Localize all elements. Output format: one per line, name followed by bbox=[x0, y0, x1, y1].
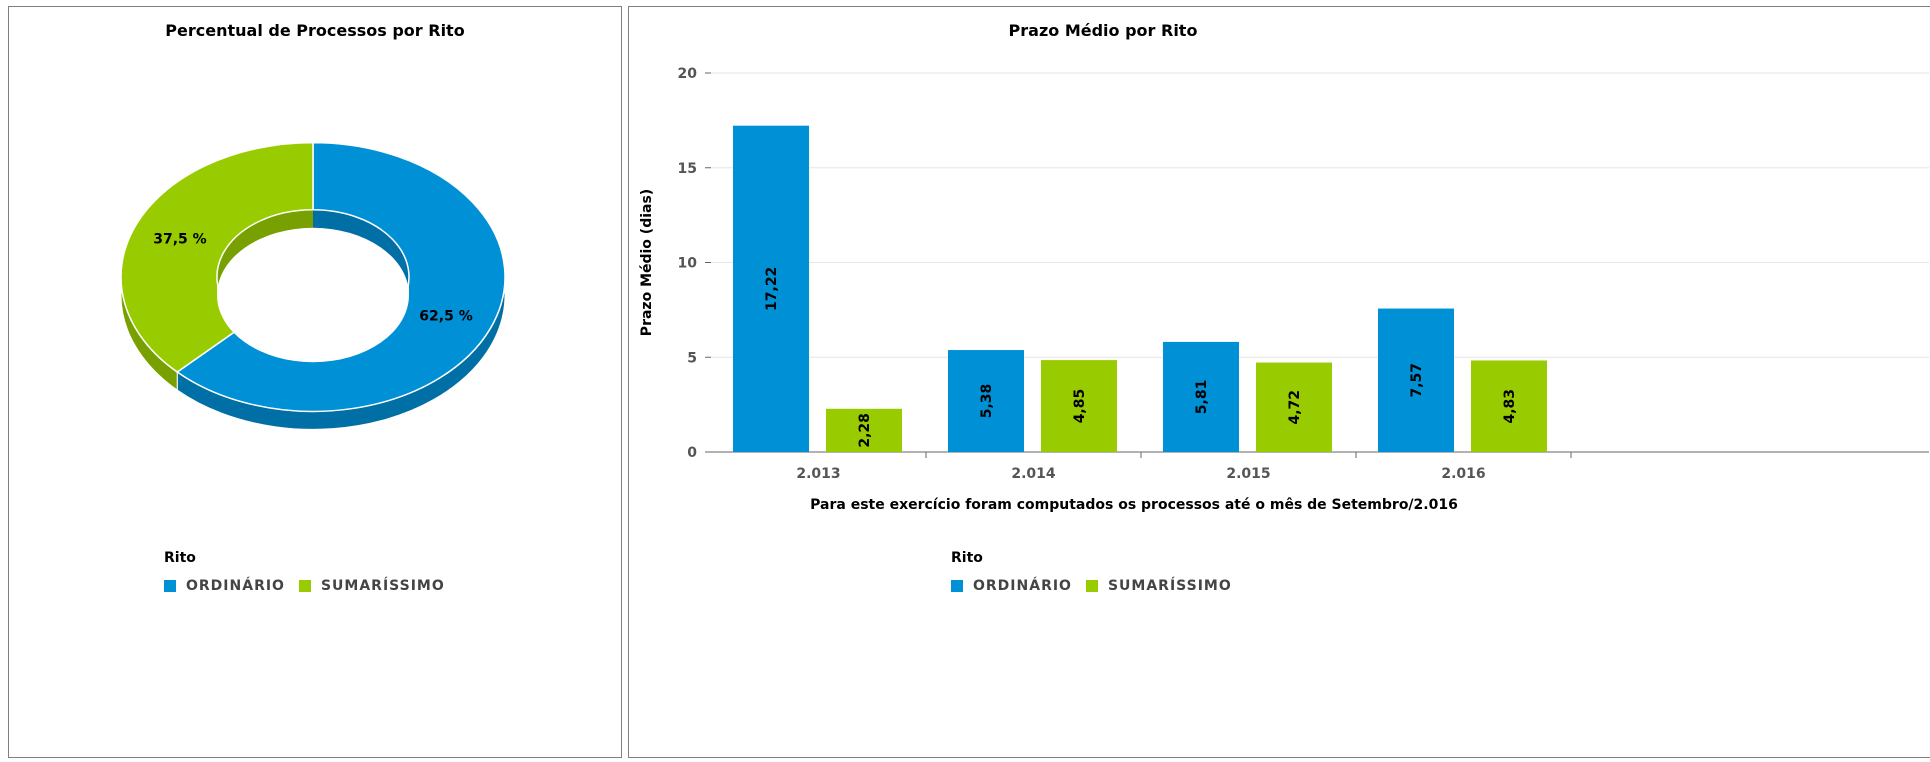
bar-ordinario-2.013[interactable] bbox=[733, 125, 809, 452]
pie-value-label-1: 37,5 % bbox=[153, 231, 206, 247]
pie-inner-wall-0 bbox=[313, 209, 409, 295]
pie-value-label-0: 62,5 % bbox=[419, 309, 472, 325]
y-tick-label: 15 bbox=[678, 161, 697, 177]
bar-chart-title: Prazo Médio por Rito bbox=[1008, 21, 1198, 40]
legend-swatch-ordinario bbox=[164, 580, 176, 592]
pie-slice-sumarissimo[interactable] bbox=[120, 141, 314, 373]
x-tick-label: 2.016 bbox=[1441, 466, 1485, 482]
bar-legend-title: Rito bbox=[951, 550, 983, 566]
x-tick-label: 2.014 bbox=[1011, 466, 1056, 482]
pie-legend: Rito ORDINÁRIO SUMARÍSSIMO bbox=[164, 550, 459, 594]
legend-item-sumarissimo[interactable]: SUMARÍSSIMO bbox=[298, 578, 445, 594]
bar-sumarissimo-2.016[interactable] bbox=[1471, 360, 1547, 452]
y-tick-label: 10 bbox=[678, 256, 698, 272]
y-tick-label: 20 bbox=[678, 66, 698, 82]
bar-value-label: 17,22 bbox=[764, 267, 780, 311]
legend-swatch-sumarissimo bbox=[1085, 580, 1098, 592]
bar-value-label: 5,38 bbox=[979, 384, 995, 419]
legend-item-ordinario[interactable]: ORDINÁRIO bbox=[951, 578, 1072, 594]
pie-chart-panel: Percentual de Processos por Rito 62,5 % 3… bbox=[8, 6, 622, 758]
bar-ordinario-2.016[interactable] bbox=[1378, 308, 1454, 452]
legend-swatch-sumarissimo bbox=[298, 580, 311, 592]
x-axis-title: Para este exercício foram computados os … bbox=[810, 497, 1458, 513]
bar-value-label: 4,83 bbox=[1502, 389, 1518, 424]
bar-sumarissimo-2.015[interactable] bbox=[1256, 362, 1332, 452]
pie-inner-wall-1 bbox=[217, 209, 313, 295]
bar-value-label: 5,81 bbox=[1194, 380, 1210, 415]
bar-ordinario-2.015[interactable] bbox=[1163, 341, 1239, 452]
legend-label-ordinario: ORDINÁRIO bbox=[973, 578, 1072, 594]
x-tick-label: 2.013 bbox=[796, 466, 840, 482]
bar-chart-panel: Prazo Médio por Rito 0 5 10 15 20 Prazo Médio… bbox=[628, 6, 1930, 758]
pie-chart-title: Percentual de Processos por Rito bbox=[165, 21, 465, 40]
bar-ordinario-2.014[interactable] bbox=[948, 350, 1024, 452]
legend-swatch-ordinario bbox=[951, 580, 963, 592]
bar-value-label: 4,72 bbox=[1287, 390, 1303, 425]
y-tick-label: 0 bbox=[687, 445, 697, 461]
legend-label-sumarissimo: SUMARÍSSIMO bbox=[1107, 578, 1232, 594]
pie-chart: 62,5 % 37,5 % bbox=[120, 141, 506, 430]
pie-legend-title: Rito bbox=[164, 550, 196, 566]
y-axis-title: Prazo Médio (dias) bbox=[639, 189, 655, 336]
bar-sumarissimo-2.013[interactable] bbox=[826, 408, 902, 452]
legend-label-sumarissimo: SUMARÍSSIMO bbox=[320, 578, 445, 594]
bar-value-label: 2,28 bbox=[857, 413, 873, 448]
y-tick-label: 5 bbox=[687, 350, 697, 366]
pie-hole-mask bbox=[217, 277, 409, 363]
bar-value-label: 4,85 bbox=[1072, 389, 1088, 424]
bar-value-label: 7,57 bbox=[1409, 363, 1425, 398]
legend-label-ordinario: ORDINÁRIO bbox=[186, 578, 285, 594]
x-tick-label: 2.015 bbox=[1226, 466, 1270, 482]
bar-chart: 0 5 10 15 20 Prazo Médio (dias) 2.013 17,22 2,28… bbox=[639, 66, 1929, 513]
bar-legend: Rito ORDINÁRIO SUMARÍSSIMO bbox=[951, 550, 1246, 594]
bar-sumarissimo-2.014[interactable] bbox=[1041, 360, 1117, 452]
legend-item-sumarissimo[interactable]: SUMARÍSSIMO bbox=[1085, 578, 1232, 594]
legend-item-ordinario[interactable]: ORDINÁRIO bbox=[164, 578, 285, 594]
